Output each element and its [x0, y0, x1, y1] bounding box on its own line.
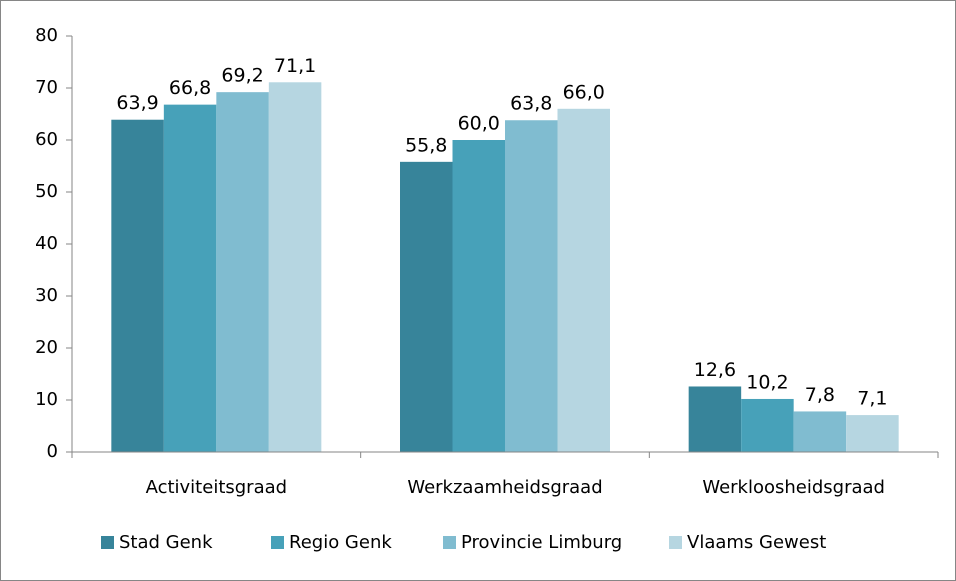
value-label: 63,9: [116, 92, 158, 114]
legend-swatch: [443, 536, 456, 549]
y-tick-label: 80: [35, 25, 58, 46]
bar: [452, 140, 505, 452]
y-tick-label: 10: [35, 389, 58, 410]
x-tick-label: Werkzaamheidsgraad: [407, 477, 602, 498]
bar: [741, 398, 794, 452]
y-tick-label: 20: [35, 337, 58, 358]
legend-label: Vlaams Gewest: [687, 532, 826, 553]
value-label: 66,0: [563, 81, 605, 103]
y-tick-label: 50: [35, 181, 58, 202]
value-label: 7,8: [805, 384, 835, 406]
bar: [268, 82, 322, 452]
value-label: 60,0: [458, 113, 500, 135]
value-label: 66,8: [169, 77, 211, 99]
y-tick-label: 0: [47, 441, 58, 462]
y-tick-label: 60: [35, 129, 58, 150]
value-label: 55,8: [405, 134, 447, 156]
bar: [111, 119, 164, 452]
bar: [846, 415, 899, 452]
value-label: 10,2: [746, 371, 788, 393]
value-label: 71,1: [274, 55, 316, 77]
legend-swatch: [101, 536, 114, 549]
bar: [557, 108, 610, 453]
bar: [688, 386, 742, 452]
value-label: 7,1: [857, 388, 887, 410]
value-label: 63,8: [510, 93, 552, 115]
x-tick-label: Activiteitsgraad: [146, 477, 288, 498]
y-tick-label: 70: [35, 77, 58, 98]
bar: [400, 161, 453, 452]
legend-swatch: [271, 536, 284, 549]
value-label: 12,6: [694, 359, 736, 381]
x-tick-label: Werkloosheidsgraad: [702, 477, 885, 498]
value-label: 69,2: [221, 65, 263, 87]
legend-label: Stad Genk: [119, 532, 213, 553]
bar: [216, 92, 269, 452]
bar: [793, 411, 847, 452]
bar: [163, 104, 217, 452]
legend-swatch: [669, 536, 682, 549]
legend-label: Regio Genk: [289, 532, 392, 553]
bar: [505, 120, 558, 453]
y-tick-label: 30: [35, 285, 58, 306]
legend-label: Provincie Limburg: [461, 532, 622, 553]
y-tick-label: 40: [35, 233, 58, 254]
